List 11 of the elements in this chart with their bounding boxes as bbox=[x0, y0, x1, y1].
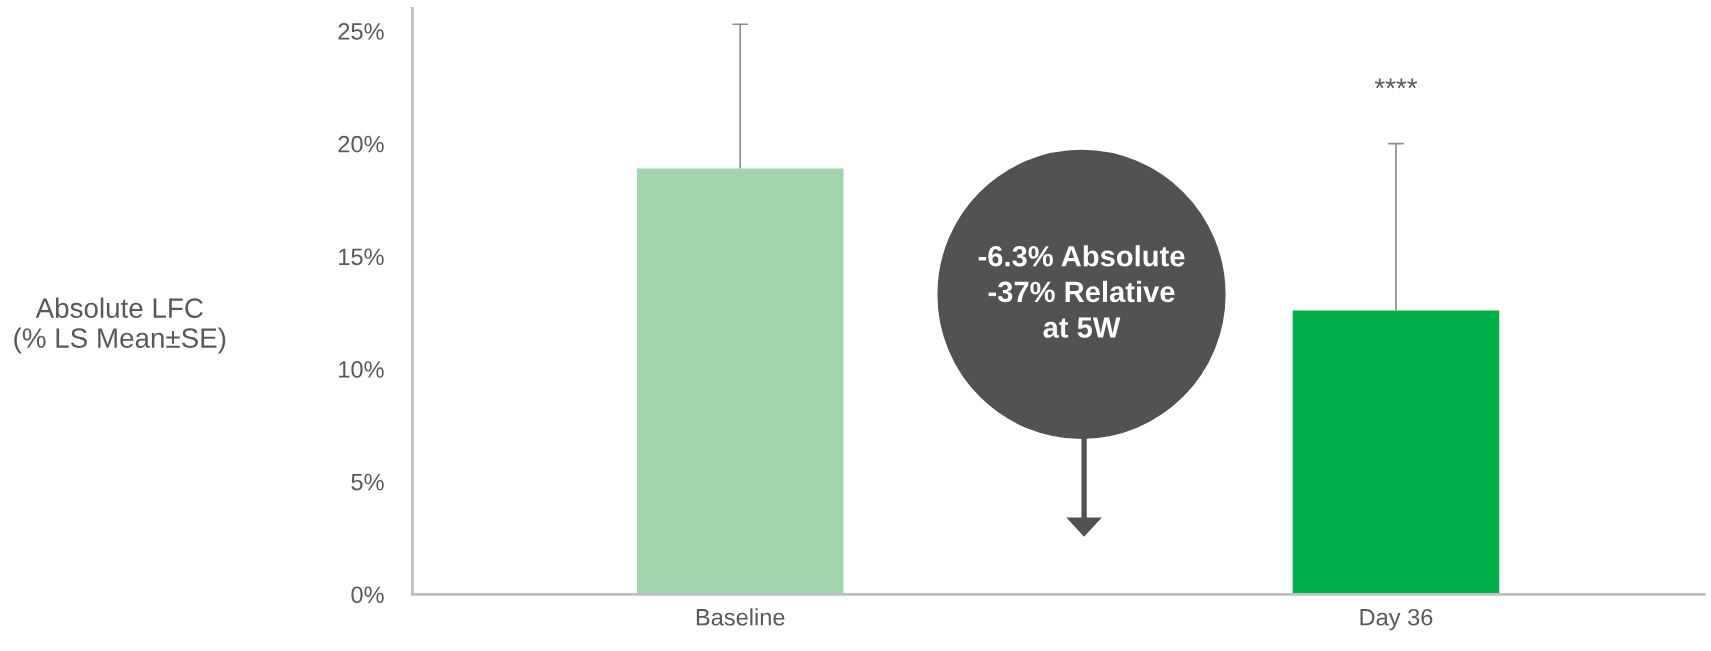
y-tick-label: 5% bbox=[351, 473, 384, 491]
y-tick-label: 15% bbox=[339, 248, 384, 266]
x-tick-label: Baseline bbox=[696, 608, 785, 626]
annotation: **** bbox=[1374, 78, 1418, 89]
y-tick-label: 0% bbox=[351, 586, 384, 604]
y-tick-label: 20% bbox=[338, 135, 384, 153]
y-axis-title: Absolute LFC (% LS Mean±SE) bbox=[14, 297, 226, 354]
x-tick-label: Day 36 bbox=[1360, 608, 1433, 631]
y-tick-label: 10% bbox=[339, 361, 384, 378]
annotation: -6.3% Absolute -37% Relative at 5W bbox=[978, 245, 1185, 338]
y-tick-label: 25% bbox=[338, 23, 384, 40]
